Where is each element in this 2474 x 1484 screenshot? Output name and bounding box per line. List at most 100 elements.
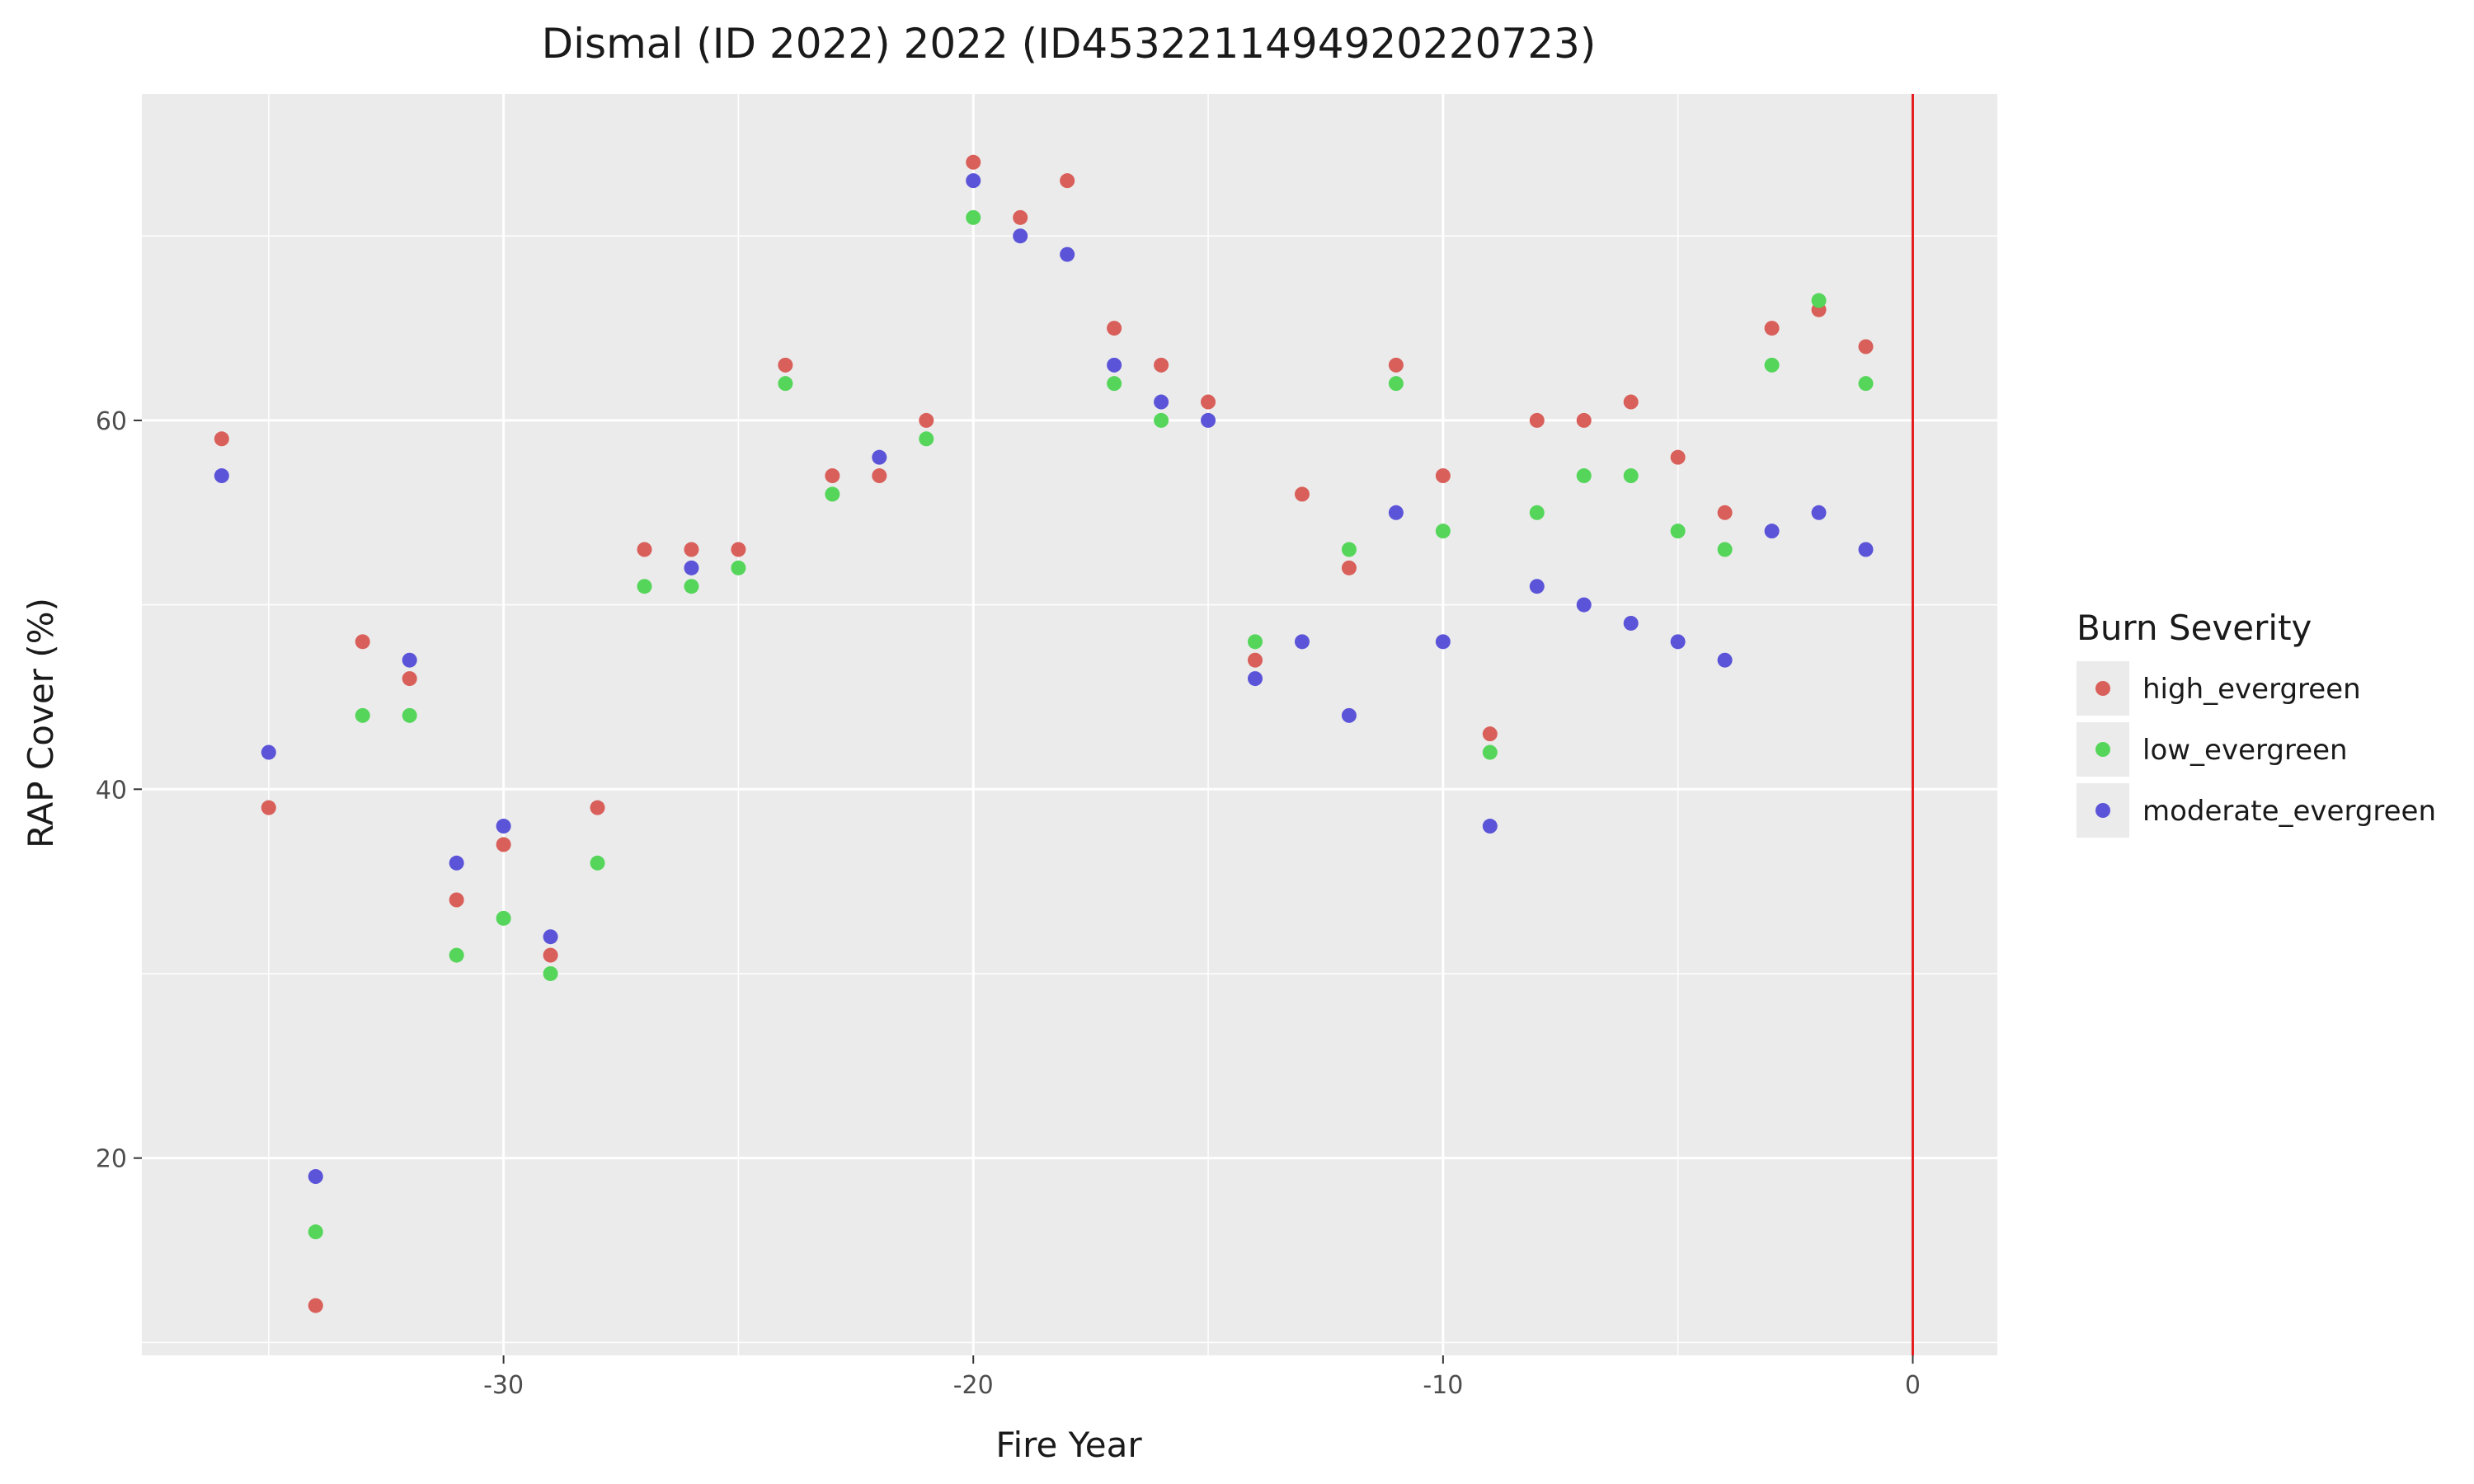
point-high_evergreen [590, 800, 605, 815]
point-high_evergreen [1717, 505, 1733, 520]
data-points [214, 154, 1874, 1313]
point-moderate_evergreen [1201, 412, 1216, 428]
point-high_evergreen [1201, 394, 1216, 410]
point-low_evergreen [590, 855, 605, 871]
point-low_evergreen [355, 707, 370, 723]
point-high_evergreen [778, 357, 793, 373]
x-axis-label: Fire Year [995, 1425, 1142, 1465]
point-high_evergreen [449, 892, 464, 908]
point-low_evergreen [1388, 376, 1404, 392]
point-moderate_evergreen [1341, 707, 1357, 723]
y-axis-ticks: 20 40 60 [96, 407, 142, 1174]
point-moderate_evergreen [543, 929, 558, 945]
point-low_evergreen [308, 1224, 323, 1240]
point-moderate_evergreen [1623, 615, 1639, 631]
legend-items: high_evergreen low_evergreen moderate_ever… [2077, 661, 2436, 838]
point-low_evergreen [1529, 505, 1545, 520]
point-low_evergreen [1482, 744, 1498, 760]
point-high_evergreen [308, 1298, 323, 1313]
point-high_evergreen [1013, 209, 1028, 225]
point-moderate_evergreen [1248, 671, 1263, 687]
point-moderate_evergreen [1529, 579, 1545, 594]
point-low_evergreen [1670, 524, 1686, 539]
point-low_evergreen [966, 209, 981, 225]
point-moderate_evergreen [1576, 597, 1592, 613]
point-low_evergreen [778, 376, 793, 392]
legend-label-high_evergreen: high_evergreen [2142, 673, 2361, 706]
point-high_evergreen [825, 468, 840, 484]
point-high_evergreen [1435, 468, 1451, 484]
point-low_evergreen [1623, 468, 1639, 484]
point-low_evergreen [1811, 293, 1827, 308]
point-high_evergreen [872, 468, 887, 484]
y-tick-label: 60 [96, 407, 127, 436]
point-high_evergreen [1107, 321, 1122, 336]
point-low_evergreen [731, 560, 746, 575]
point-moderate_evergreen [1858, 542, 1874, 557]
point-high_evergreen [261, 800, 276, 815]
point-high_evergreen [496, 837, 511, 852]
point-high_evergreen [1388, 357, 1404, 373]
y-tick-label: 40 [96, 776, 127, 805]
point-high_evergreen [1154, 357, 1169, 373]
point-moderate_evergreen [214, 468, 229, 484]
point-moderate_evergreen [1388, 505, 1404, 520]
point-low_evergreen [496, 910, 511, 926]
point-moderate_evergreen [1060, 247, 1075, 262]
point-low_evergreen [543, 965, 558, 981]
point-moderate_evergreen [1811, 505, 1827, 520]
point-high_evergreen [543, 947, 558, 963]
point-high_evergreen [919, 412, 934, 428]
point-high_evergreen [1623, 394, 1639, 410]
legend-label-low_evergreen: low_evergreen [2142, 734, 2348, 767]
point-moderate_evergreen [261, 744, 276, 760]
point-high_evergreen [1858, 339, 1874, 355]
point-moderate_evergreen [496, 819, 511, 834]
point-low_evergreen [402, 707, 417, 723]
point-moderate_evergreen [1764, 524, 1780, 539]
point-high_evergreen [1294, 486, 1310, 502]
point-moderate_evergreen [1107, 357, 1122, 373]
point-moderate_evergreen [966, 173, 981, 189]
x-tick-label: 0 [1905, 1371, 1921, 1400]
point-moderate_evergreen [1717, 652, 1733, 668]
point-high_evergreen [1576, 412, 1592, 428]
y-axis-label: RAP Cover (%) [21, 598, 61, 848]
point-moderate_evergreen [684, 560, 699, 575]
legend-marker-high_evergreen [2095, 681, 2110, 696]
point-high_evergreen [1670, 449, 1686, 465]
legend-title: Burn Severity [2077, 608, 2312, 648]
point-low_evergreen [684, 579, 699, 594]
point-low_evergreen [919, 431, 934, 447]
point-high_evergreen [355, 634, 370, 650]
point-high_evergreen [1341, 560, 1357, 575]
point-moderate_evergreen [1670, 634, 1686, 650]
y-tick-label: 20 [96, 1145, 127, 1174]
point-high_evergreen [1764, 321, 1780, 336]
point-moderate_evergreen [1013, 228, 1028, 244]
legend-label-moderate_evergreen: moderate_evergreen [2142, 795, 2436, 828]
point-low_evergreen [1341, 542, 1357, 557]
point-low_evergreen [1717, 542, 1733, 557]
point-moderate_evergreen [1435, 634, 1451, 650]
x-tick-label: -20 [953, 1371, 994, 1400]
point-high_evergreen [1248, 652, 1263, 668]
point-low_evergreen [1248, 634, 1263, 650]
point-low_evergreen [1576, 468, 1592, 484]
plot-panel [142, 94, 1997, 1355]
point-moderate_evergreen [402, 652, 417, 668]
point-moderate_evergreen [449, 855, 464, 871]
point-low_evergreen [637, 579, 652, 594]
point-high_evergreen [402, 671, 417, 687]
point-low_evergreen [1858, 376, 1874, 392]
point-low_evergreen [1154, 412, 1169, 428]
x-tick-label: -10 [1423, 1371, 1463, 1400]
x-tick-label: -30 [483, 1371, 524, 1400]
point-high_evergreen [966, 154, 981, 170]
legend-marker-moderate_evergreen [2095, 803, 2110, 818]
point-low_evergreen [449, 947, 464, 963]
point-moderate_evergreen [308, 1169, 323, 1185]
point-high_evergreen [214, 431, 229, 447]
point-moderate_evergreen [872, 449, 887, 465]
point-high_evergreen [637, 542, 652, 557]
